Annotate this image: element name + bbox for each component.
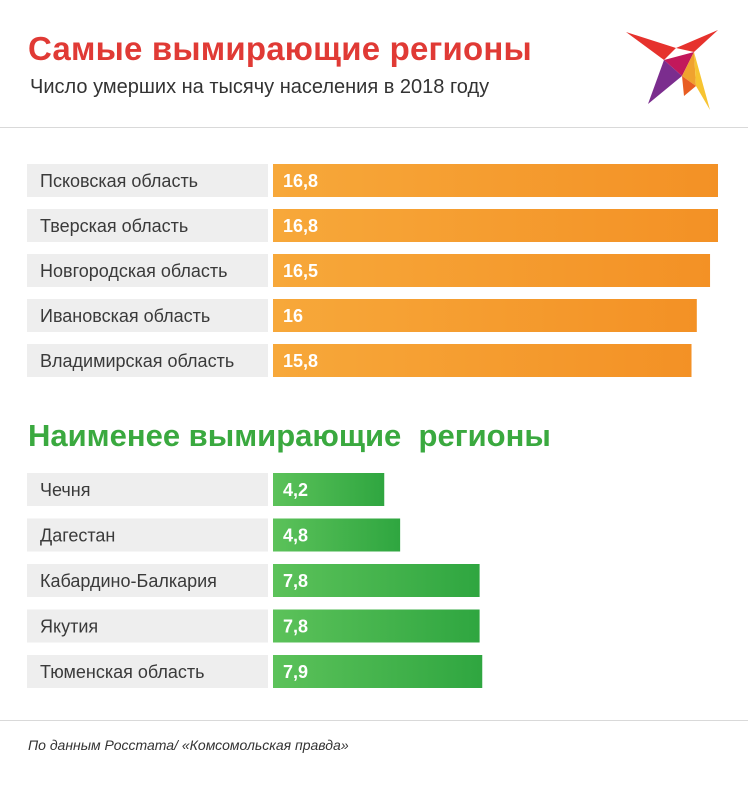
- bar-value-label: 16,5: [283, 261, 318, 281]
- bar-value-label: 16: [283, 306, 303, 326]
- category-label: Якутия: [40, 617, 98, 637]
- bar: [273, 254, 711, 287]
- bar-value-label: 16,8: [283, 216, 318, 236]
- category-label-bg: [27, 164, 268, 197]
- category-label: Тверская область: [40, 216, 188, 236]
- page-subtitle: Число умерших на тысячу населения в 2018…: [30, 76, 490, 98]
- category-label-bg: [27, 473, 268, 506]
- category-label-bg: [27, 344, 268, 377]
- category-label-bg: [27, 655, 268, 688]
- category-label-bg: [27, 299, 268, 332]
- category-label: Кабардино-Балкария: [40, 571, 217, 591]
- bar-value-label: 15,8: [283, 351, 318, 371]
- bar: [273, 164, 718, 197]
- category-label-bg: [27, 254, 268, 287]
- category-label: Псковская область: [40, 171, 198, 191]
- bar-value-label: 7,8: [283, 571, 308, 591]
- bar: [273, 344, 692, 377]
- bar-value-label: 7,9: [283, 662, 308, 682]
- bar: [273, 209, 718, 242]
- chart-most-dying-regions: Псковская область 16,8 Тверская область 16,…: [27, 164, 718, 377]
- page-title: Самые вымирающие регионы: [28, 30, 532, 67]
- bar-value-label: 4,2: [283, 480, 308, 500]
- section-title-least-dying: Наименее вымирающие регионы: [28, 418, 551, 453]
- bar-value-label: 7,8: [283, 617, 308, 637]
- bar: [273, 564, 480, 597]
- bar: [273, 473, 385, 506]
- category-label: Ивановская область: [40, 306, 210, 326]
- bar: [273, 655, 483, 688]
- bar-value-label: 16,8: [283, 171, 318, 191]
- category-label-bg: [27, 564, 268, 597]
- category-label-bg: [27, 518, 268, 552]
- category-label-bg: [27, 609, 268, 643]
- bar: [273, 609, 480, 643]
- category-label-bg: [27, 209, 268, 242]
- header-divider: [0, 127, 748, 128]
- category-label: Новгородская область: [40, 261, 228, 281]
- bar-value-label: 4,8: [283, 526, 308, 546]
- category-label: Дагестан: [40, 526, 115, 546]
- bar: [273, 518, 401, 552]
- bar: [273, 299, 697, 332]
- source-note: По данным Росстата/ «Комсомольская правд…: [28, 737, 349, 753]
- category-label: Чечня: [40, 480, 90, 500]
- swallow-logo-icon: [626, 30, 718, 110]
- footer-divider: [0, 720, 748, 721]
- category-label: Тюменская область: [40, 662, 205, 682]
- category-label: Владимирская область: [40, 351, 234, 371]
